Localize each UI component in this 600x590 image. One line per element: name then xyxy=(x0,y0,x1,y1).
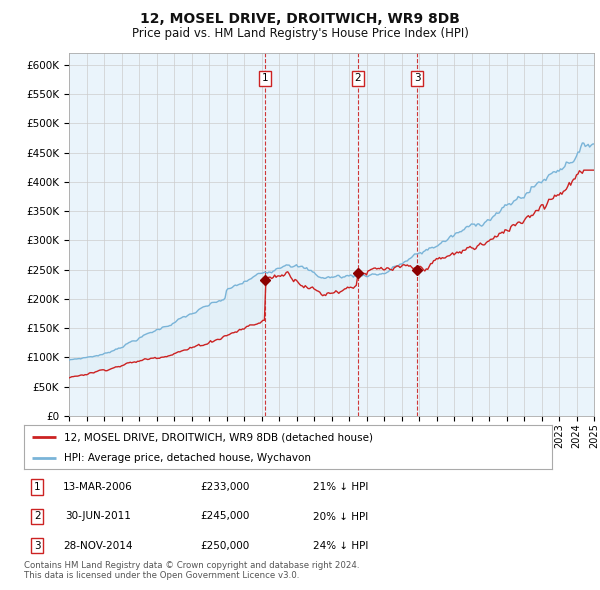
Text: £233,000: £233,000 xyxy=(200,483,250,493)
Text: 12, MOSEL DRIVE, DROITWICH, WR9 8DB: 12, MOSEL DRIVE, DROITWICH, WR9 8DB xyxy=(140,12,460,26)
Text: 2: 2 xyxy=(355,73,361,83)
Text: 3: 3 xyxy=(414,73,421,83)
Text: £245,000: £245,000 xyxy=(200,512,250,522)
Text: 13-MAR-2006: 13-MAR-2006 xyxy=(63,483,133,493)
Text: 1: 1 xyxy=(34,483,41,493)
Text: Contains HM Land Registry data © Crown copyright and database right 2024.
This d: Contains HM Land Registry data © Crown c… xyxy=(24,560,359,580)
Text: 24% ↓ HPI: 24% ↓ HPI xyxy=(313,540,368,550)
Text: Price paid vs. HM Land Registry's House Price Index (HPI): Price paid vs. HM Land Registry's House … xyxy=(131,27,469,40)
Text: 30-JUN-2011: 30-JUN-2011 xyxy=(65,512,131,522)
Text: 12, MOSEL DRIVE, DROITWICH, WR9 8DB (detached house): 12, MOSEL DRIVE, DROITWICH, WR9 8DB (det… xyxy=(64,432,373,442)
Text: £250,000: £250,000 xyxy=(200,540,249,550)
Text: HPI: Average price, detached house, Wychavon: HPI: Average price, detached house, Wych… xyxy=(64,453,311,463)
Text: 2: 2 xyxy=(34,512,41,522)
Text: 1: 1 xyxy=(262,73,268,83)
Text: 3: 3 xyxy=(34,540,41,550)
Text: 28-NOV-2014: 28-NOV-2014 xyxy=(63,540,133,550)
Text: 21% ↓ HPI: 21% ↓ HPI xyxy=(313,483,368,493)
Text: 20% ↓ HPI: 20% ↓ HPI xyxy=(313,512,368,522)
